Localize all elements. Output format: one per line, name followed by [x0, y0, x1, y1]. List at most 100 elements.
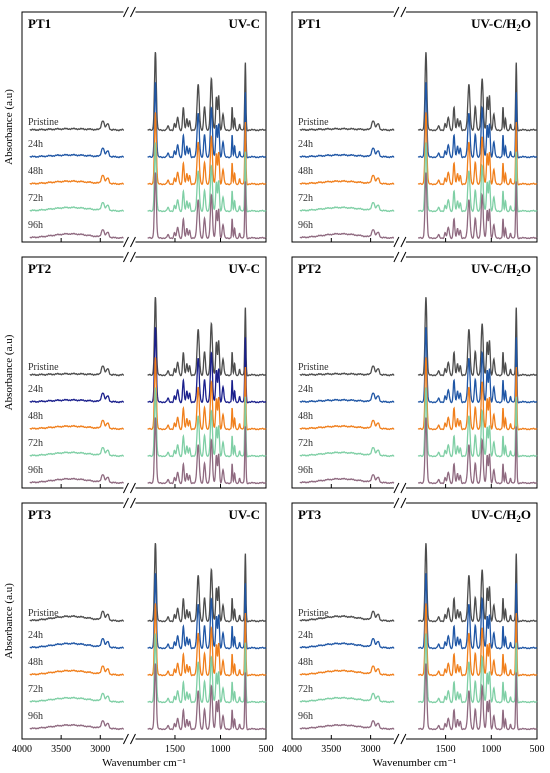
series-line-48h	[29, 112, 267, 186]
x-tick-label: 1500	[165, 744, 185, 755]
series-label: Pristine	[28, 117, 59, 128]
series-label: 72h	[28, 684, 43, 695]
axis-break-mark	[393, 733, 407, 745]
x-tick-label: 3500	[321, 744, 341, 755]
series-label: 96h	[28, 220, 43, 231]
x-tick-label: 4000	[282, 744, 302, 755]
series-label: 24h	[28, 384, 43, 395]
series-line-96h	[29, 663, 267, 731]
series-line-48h	[29, 603, 267, 677]
panel-label: PT2	[28, 261, 51, 276]
series-line-48h	[299, 357, 538, 431]
series-label: 24h	[298, 630, 313, 641]
series-label: Pristine	[298, 608, 329, 619]
series-line-24h	[29, 327, 267, 404]
series-line-pristine	[29, 543, 267, 623]
panel-label: PT3	[28, 507, 52, 522]
x-tick-label: 1000	[210, 744, 230, 755]
panel-frame	[291, 256, 538, 489]
x-axis-title: Wavenumber cm⁻¹	[373, 757, 457, 769]
series-label: Pristine	[28, 362, 59, 373]
x-tick-label: 500	[259, 744, 274, 755]
series-line-72h	[29, 387, 267, 458]
condition-label: UV-C	[228, 16, 260, 31]
axis-break-mark	[393, 6, 407, 18]
series-line-48h	[299, 112, 538, 186]
series-label: 72h	[28, 438, 43, 449]
series-line-96h	[299, 417, 538, 485]
series-label: 72h	[28, 193, 43, 204]
series-label: 96h	[298, 465, 313, 476]
axis-break-mark	[123, 6, 136, 18]
panel-label: PT2	[298, 261, 321, 276]
series-line-pristine	[299, 297, 538, 377]
y-axis-title: Absorbance (a.u)	[3, 583, 15, 659]
series-label: 48h	[28, 166, 43, 177]
series-label: 24h	[298, 139, 313, 150]
series-line-72h	[299, 387, 538, 458]
panel-label: PT1	[298, 16, 321, 31]
panel-frame	[21, 11, 267, 243]
series-label: 24h	[28, 139, 43, 150]
series-line-24h	[29, 573, 267, 650]
panel-label: PT3	[298, 507, 322, 522]
x-tick-label: 500	[530, 744, 545, 755]
axis-break-mark	[123, 482, 136, 494]
spectrum-panel: PT3 UV-C Pristine 24h 48h 72h 96h 4000 3500 3000 1…	[3, 502, 274, 769]
axis-break-mark	[123, 733, 136, 745]
x-axis-title: Wavenumber cm⁻¹	[102, 757, 186, 769]
series-label: Pristine	[298, 362, 329, 373]
series-label: Pristine	[298, 117, 329, 128]
series-line-96h	[29, 172, 267, 240]
series-label: 48h	[298, 411, 313, 422]
series-line-pristine	[29, 297, 267, 377]
x-tick-label: 3000	[90, 744, 110, 755]
axis-break-mark	[123, 251, 136, 263]
series-line-24h	[29, 82, 267, 159]
panel-label: PT1	[28, 16, 51, 31]
series-line-pristine	[299, 52, 538, 132]
series-line-48h	[29, 357, 267, 431]
condition-label: UV-C/H2O	[471, 507, 531, 524]
panel-frame	[21, 256, 267, 489]
series-label: 48h	[28, 411, 43, 422]
condition-label: UV-C	[228, 261, 260, 276]
x-tick-label: 3000	[361, 744, 381, 755]
series-label: 48h	[298, 166, 313, 177]
series-line-24h	[299, 327, 538, 404]
series-label: 96h	[298, 711, 313, 722]
series-label: 96h	[28, 465, 43, 476]
spectrum-panel: PT2 UV-C/H2O Pristine 24h 48h 72h 96h	[291, 256, 538, 489]
condition-label: UV-C/H2O	[471, 16, 531, 33]
axis-break-mark	[393, 482, 407, 494]
spectrum-panel: PT3 UV-C/H2O Pristine 24h 48h 72h 96h 4000 3500 3…	[282, 502, 545, 769]
axis-break-mark	[393, 251, 407, 263]
spectrum-panel: PT2 UV-C Pristine 24h 48h 72h 96h Absorbance (a…	[3, 256, 267, 489]
series-line-48h	[299, 603, 538, 677]
series-line-24h	[299, 573, 538, 650]
series-line-pristine	[299, 543, 538, 623]
condition-label: UV-C	[228, 507, 260, 522]
series-line-72h	[299, 142, 538, 213]
series-label: 72h	[298, 684, 313, 695]
series-label: 24h	[298, 384, 313, 395]
series-label: 96h	[298, 220, 313, 231]
condition-label: UV-C/H2O	[471, 261, 531, 278]
series-label: 48h	[298, 657, 313, 668]
axis-break-mark	[123, 236, 136, 248]
series-line-pristine	[29, 52, 267, 132]
axis-break-mark	[393, 236, 407, 248]
axis-break-mark	[123, 497, 136, 509]
series-line-96h	[299, 663, 538, 731]
x-tick-label: 1500	[436, 744, 456, 755]
series-line-24h	[299, 82, 538, 159]
x-tick-label: 3500	[51, 744, 71, 755]
series-label: 72h	[298, 193, 313, 204]
panel-frame	[291, 11, 538, 243]
y-axis-title: Absorbance (a.u)	[3, 89, 15, 165]
x-tick-label: 1000	[481, 744, 501, 755]
x-tick-label: 4000	[12, 744, 32, 755]
series-line-72h	[29, 142, 267, 213]
series-line-96h	[29, 417, 267, 485]
